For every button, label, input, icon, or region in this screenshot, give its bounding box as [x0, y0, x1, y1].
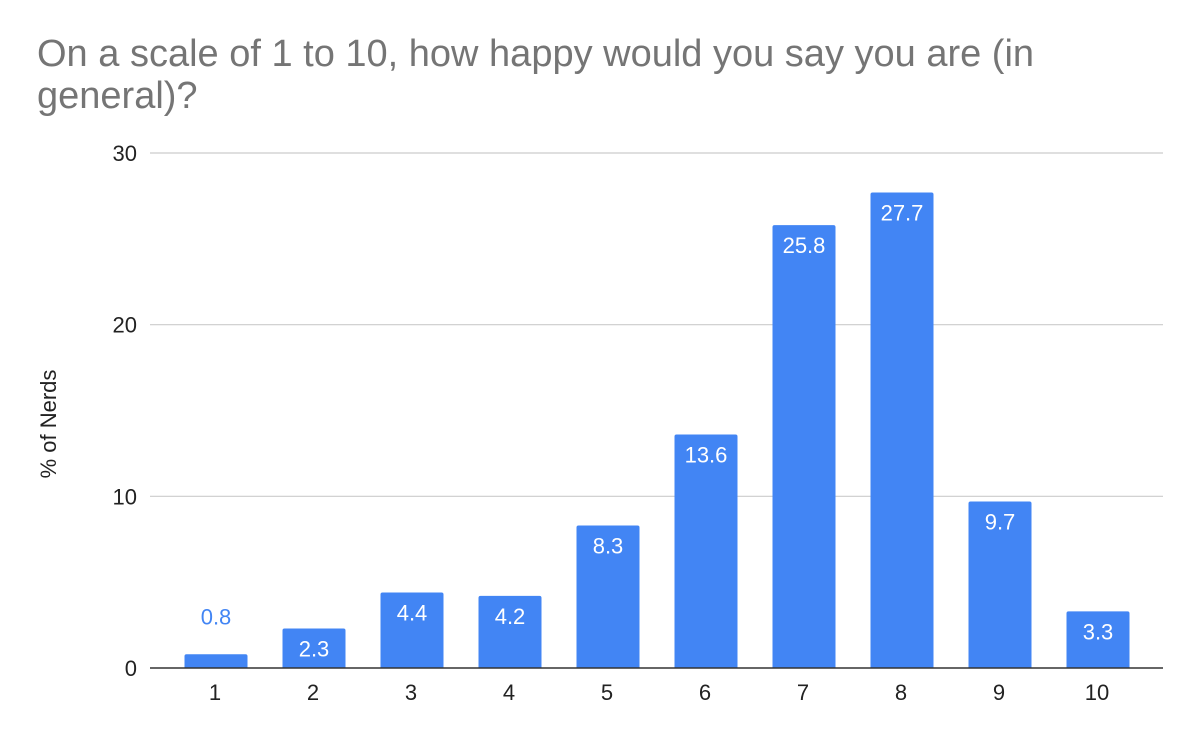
bar	[184, 654, 248, 668]
bar	[282, 628, 346, 668]
data-label: 4.4	[397, 600, 428, 625]
bars	[184, 192, 1130, 668]
x-tick-label: 9	[993, 680, 1005, 705]
x-tick-label: 5	[601, 680, 613, 705]
bar	[674, 434, 738, 668]
x-tick-label: 1	[209, 680, 221, 705]
bar	[870, 192, 934, 668]
bar	[772, 225, 836, 668]
data-label: 0.8	[201, 604, 232, 629]
gridlines	[150, 152, 1163, 497]
y-tick-label: 20	[113, 313, 137, 338]
y-tick-label: 30	[113, 141, 137, 166]
data-label: 2.3	[299, 637, 330, 662]
x-tick-label: 8	[895, 680, 907, 705]
y-tick-label: 10	[113, 484, 137, 509]
bar	[968, 501, 1032, 668]
bar	[1066, 611, 1130, 668]
x-tick-label: 4	[503, 680, 515, 705]
bar	[478, 595, 542, 668]
x-tick-label: 7	[797, 680, 809, 705]
x-axis-ticks: 1 2 3 4 5 6 7 8 9 10	[209, 680, 1109, 705]
data-label: 27.7	[881, 200, 924, 225]
y-tick-label: 0	[125, 656, 137, 681]
data-label: 9.7	[985, 509, 1016, 534]
x-tick-label: 3	[405, 680, 417, 705]
x-tick-label: 2	[307, 680, 319, 705]
x-tick-label: 10	[1085, 680, 1109, 705]
data-label: 3.3	[1083, 619, 1114, 644]
data-label: 13.6	[685, 443, 728, 468]
data-label: 8.3	[593, 534, 624, 559]
y-axis-ticks: 0 10 20 30	[113, 141, 137, 681]
chart-title: On a scale of 1 to 10, how happy would y…	[37, 33, 1035, 117]
data-label: 4.2	[495, 604, 526, 629]
bar	[380, 592, 444, 668]
data-labels: 0.8 2.3 4.4 4.2 8.3 13.6 25.8 27.7 9.7 3.3	[201, 200, 1114, 661]
bar	[576, 525, 640, 668]
y-axis-title: % of Nerds	[36, 370, 61, 479]
data-label: 25.8	[783, 233, 826, 258]
x-tick-label: 6	[699, 680, 711, 705]
